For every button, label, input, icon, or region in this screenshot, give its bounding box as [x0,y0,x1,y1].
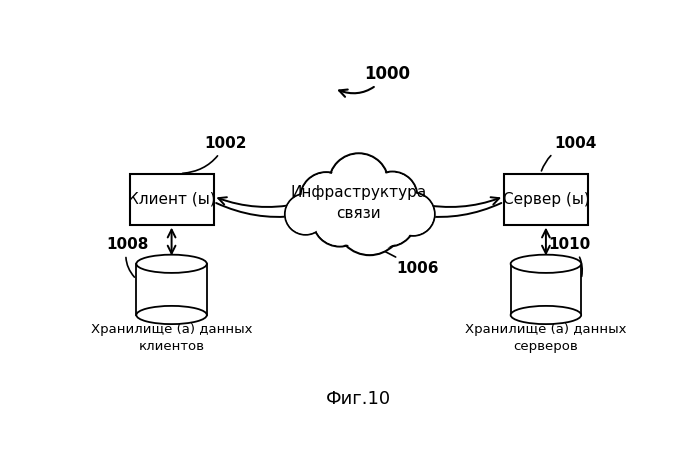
Circle shape [300,172,352,224]
Text: Хранилище (а) данных
серверов: Хранилище (а) данных серверов [466,323,626,353]
Circle shape [336,189,403,255]
Circle shape [314,195,365,245]
Text: 1000: 1000 [339,65,410,97]
Polygon shape [510,264,581,315]
Circle shape [368,172,417,221]
Circle shape [361,193,416,247]
Polygon shape [136,264,207,315]
Text: 1002: 1002 [183,136,246,174]
Circle shape [313,193,367,247]
Text: 1006: 1006 [374,246,439,276]
Text: Фиг.10: Фиг.10 [326,390,391,408]
Circle shape [285,194,326,234]
Text: Инфраструктура
связи: Инфраструктура связи [290,185,427,221]
Ellipse shape [510,255,581,273]
Circle shape [393,194,433,234]
Circle shape [286,195,325,233]
FancyBboxPatch shape [130,174,214,225]
Circle shape [329,153,389,212]
Circle shape [331,155,386,211]
Ellipse shape [510,306,581,324]
Text: 1010: 1010 [549,237,591,276]
Text: Хранилище (а) данных
клиентов: Хранилище (а) данных клиентов [91,323,252,353]
Circle shape [363,195,414,245]
Text: Сервер (ы): Сервер (ы) [503,192,589,207]
FancyBboxPatch shape [504,174,588,225]
Text: 1004: 1004 [541,136,596,171]
Circle shape [302,174,351,222]
Circle shape [338,191,401,253]
Circle shape [391,193,435,236]
Text: Клиент (ы): Клиент (ы) [128,192,216,207]
Ellipse shape [136,306,207,324]
Text: 1008: 1008 [106,237,149,277]
Ellipse shape [136,255,207,273]
Circle shape [369,174,416,219]
